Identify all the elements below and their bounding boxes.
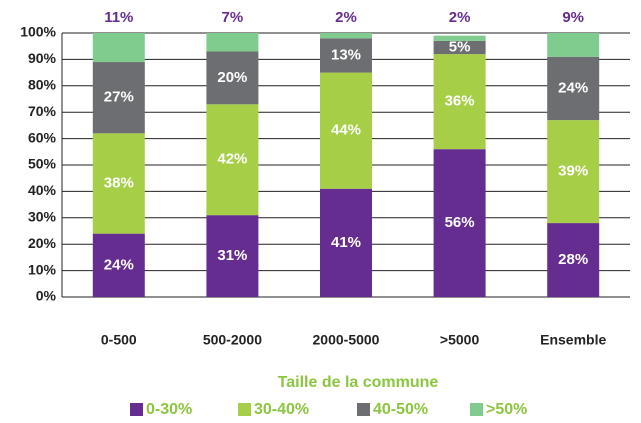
data-label: 28% <box>558 251 588 268</box>
legend-label: 30-40% <box>254 401 309 418</box>
data-label: 24% <box>104 256 134 273</box>
bar-segment <box>433 35 486 41</box>
y-tick-label: 0% <box>36 288 57 304</box>
bar-segment <box>547 120 600 224</box>
y-tick-label: 20% <box>28 235 57 251</box>
bar-segment <box>92 33 145 63</box>
data-label: 36% <box>445 93 475 110</box>
data-label: 2% <box>335 9 357 26</box>
data-label: 39% <box>558 163 588 180</box>
bar-segment <box>320 72 372 189</box>
legend-label: 0-30% <box>146 401 192 418</box>
bar-segment <box>320 188 372 297</box>
x-tick-label: >5000 <box>440 332 480 348</box>
data-label: 9% <box>562 9 584 26</box>
data-label: 5% <box>449 38 471 55</box>
x-axis-title: Taille de la commune <box>278 374 439 391</box>
bar-segment <box>206 215 259 297</box>
bar-segment <box>92 233 145 297</box>
data-label: 42% <box>217 151 247 168</box>
y-tick-label: 60% <box>28 129 57 145</box>
legend-label: 40-50% <box>373 401 428 418</box>
bar-segment <box>547 56 600 121</box>
legend-swatch <box>130 403 143 416</box>
bar-segment <box>206 33 259 52</box>
data-label: 13% <box>331 46 361 63</box>
y-tick-label: 40% <box>28 182 57 198</box>
x-tick-label: 500-2000 <box>203 332 262 348</box>
bar-segment <box>433 54 486 150</box>
y-tick-label: 100% <box>20 24 56 40</box>
legend-swatch <box>238 403 251 416</box>
legend-swatch <box>357 403 370 416</box>
bar-segment <box>206 104 259 216</box>
data-label: 41% <box>331 234 361 251</box>
bar-segment <box>547 223 600 297</box>
x-tick-label: 2000-5000 <box>313 332 380 348</box>
bar-segment <box>433 40 486 55</box>
bar-segment <box>92 133 145 234</box>
y-tick-label: 30% <box>28 209 57 225</box>
legend-swatch <box>470 403 483 416</box>
y-tick-label: 90% <box>28 50 57 66</box>
y-tick-label: 50% <box>28 156 57 172</box>
y-tick-label: 80% <box>28 77 57 93</box>
data-label: 2% <box>449 9 471 26</box>
data-label: 7% <box>222 9 244 26</box>
data-label: 27% <box>104 89 134 106</box>
y-tick-label: 70% <box>28 103 57 119</box>
x-tick-label: Ensemble <box>540 332 606 348</box>
bar-segment <box>547 33 600 57</box>
data-label: 31% <box>217 247 247 264</box>
data-label: 56% <box>445 214 475 231</box>
data-label: 44% <box>331 122 361 139</box>
data-label: 38% <box>104 174 134 191</box>
x-tick-label: 0-500 <box>101 332 137 348</box>
bar-segment <box>433 149 486 297</box>
data-label: 20% <box>217 69 247 86</box>
legend-label: >50% <box>486 401 527 418</box>
bar-segment <box>92 62 145 134</box>
data-label: 24% <box>558 79 588 96</box>
data-label: 11% <box>104 9 133 26</box>
bar-segment <box>320 33 372 39</box>
y-tick-label: 10% <box>28 261 57 277</box>
bar-segment <box>320 38 372 73</box>
bar-segment <box>206 51 259 105</box>
